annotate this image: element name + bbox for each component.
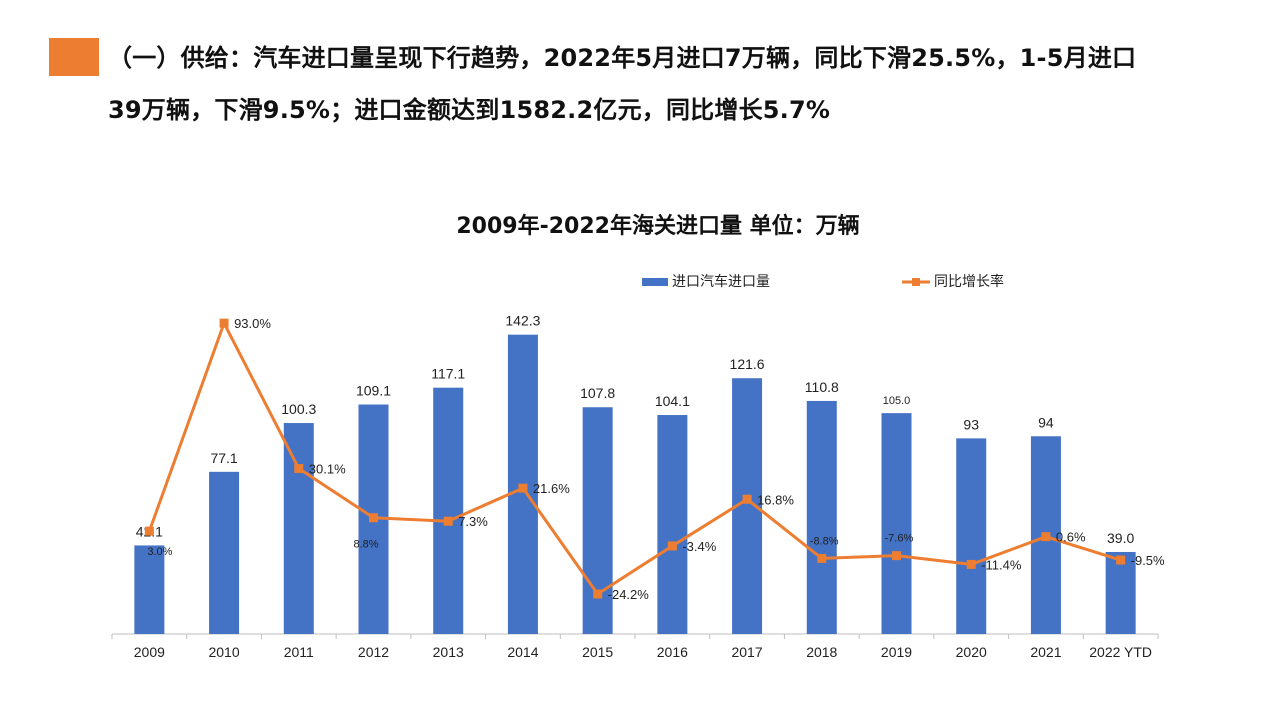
x-tick-label: 2011 bbox=[284, 644, 314, 660]
x-tick-label: 2020 bbox=[956, 644, 987, 660]
bar-data-label: 117.1 bbox=[431, 366, 465, 382]
x-tick-label: 2017 bbox=[731, 644, 762, 660]
growth-rate-marker bbox=[219, 318, 229, 328]
x-tick-label: 2010 bbox=[208, 644, 239, 660]
growth-rate-marker bbox=[144, 526, 154, 536]
bar-2022-YTD bbox=[1105, 551, 1136, 634]
x-tick-label: 2021 bbox=[1030, 644, 1061, 660]
growth-rate-marker bbox=[518, 483, 528, 493]
bar-2013 bbox=[433, 387, 464, 634]
line-data-label: -9.5% bbox=[1131, 553, 1165, 568]
bar-data-label: 105.0 bbox=[883, 395, 911, 407]
bar-data-label: 104.1 bbox=[655, 393, 690, 409]
growth-rate-marker bbox=[443, 516, 453, 526]
bar-data-label: 39.0 bbox=[1107, 530, 1134, 546]
bar-data-label: 142.3 bbox=[505, 313, 540, 329]
bar-data-label: 109.1 bbox=[356, 383, 391, 399]
bar-2009 bbox=[134, 545, 165, 634]
bar-data-label: 93 bbox=[963, 416, 979, 432]
growth-rate-marker bbox=[369, 513, 378, 523]
legend-label-line: 同比增长率 bbox=[934, 273, 1004, 289]
growth-rate-marker bbox=[1116, 555, 1126, 565]
growth-rate-marker bbox=[817, 553, 827, 563]
line-data-label: 21.6% bbox=[533, 481, 570, 496]
growth-rate-marker bbox=[892, 551, 901, 561]
bar-data-label: 107.8 bbox=[580, 385, 615, 401]
x-tick-label: 2012 bbox=[358, 644, 389, 660]
bar-data-label: 121.6 bbox=[730, 356, 765, 372]
line-data-label: -11.4% bbox=[981, 557, 1022, 572]
growth-rate-marker bbox=[1041, 532, 1051, 542]
line-data-label: 7.3% bbox=[458, 514, 488, 529]
bar-2019 bbox=[881, 413, 912, 634]
heading-line-1: （一）供给：汽车进口量呈现下行趋势，2022年5月进口7万辆，同比下滑25.5%… bbox=[108, 44, 1137, 72]
line-data-label: 93.0% bbox=[234, 316, 271, 331]
growth-rate-marker bbox=[966, 559, 976, 569]
bar-2011 bbox=[283, 423, 314, 634]
bar-2018 bbox=[806, 400, 837, 634]
growth-rate-marker bbox=[593, 589, 603, 599]
bar-data-label: 94 bbox=[1038, 414, 1054, 430]
line-data-label: 30.1% bbox=[309, 462, 346, 477]
slide-heading: （一）供给：汽车进口量呈现下行趋势，2022年5月进口7万辆，同比下滑25.5%… bbox=[108, 32, 1258, 136]
bar-data-label: 77.1 bbox=[210, 450, 237, 466]
chart-title: 2009年-2022年海关进口量 单位：万辆 bbox=[456, 214, 860, 239]
line-data-label: 3.0% bbox=[147, 546, 172, 558]
line-data-label: 16.8% bbox=[757, 492, 794, 507]
bar-2016 bbox=[657, 415, 688, 634]
growth-rate-marker bbox=[294, 464, 304, 474]
growth-rate-marker bbox=[742, 494, 752, 504]
bar-data-label: 100.3 bbox=[281, 401, 316, 417]
bar-2010 bbox=[209, 471, 240, 634]
heading-line-2: 39万辆，下滑9.5%；进口金额达到1582.2亿元，同比增长5.7% bbox=[108, 96, 831, 124]
legend-label-bar: 进口汽车进口量 bbox=[672, 273, 770, 289]
accent-square bbox=[49, 38, 99, 76]
x-tick-label: 2022 YTD bbox=[1089, 644, 1152, 660]
x-tick-label: 2016 bbox=[657, 644, 688, 660]
bar-data-label: 110.8 bbox=[805, 379, 839, 395]
line-data-label: -3.4% bbox=[682, 539, 716, 554]
growth-rate-marker bbox=[667, 541, 677, 551]
x-tick-label: 2009 bbox=[134, 644, 165, 660]
x-tick-label: 2018 bbox=[806, 644, 837, 660]
line-data-label: 0.6% bbox=[1056, 530, 1086, 545]
line-data-label: -8.8% bbox=[810, 535, 839, 547]
x-tick-label: 2013 bbox=[433, 644, 464, 660]
growth-rate-line bbox=[147, 321, 1122, 596]
legend-swatch-marker bbox=[912, 278, 920, 286]
x-tick-label: 2014 bbox=[507, 644, 538, 660]
x-tick-label: 2019 bbox=[881, 644, 912, 660]
line-data-label: -7.6% bbox=[885, 533, 914, 545]
x-tick-label: 2015 bbox=[582, 644, 613, 660]
line-data-label: 8.8% bbox=[354, 539, 379, 551]
line-data-label: -24.2% bbox=[608, 587, 650, 602]
bar-2020 bbox=[956, 438, 987, 634]
legend-swatch-bar bbox=[642, 278, 668, 286]
